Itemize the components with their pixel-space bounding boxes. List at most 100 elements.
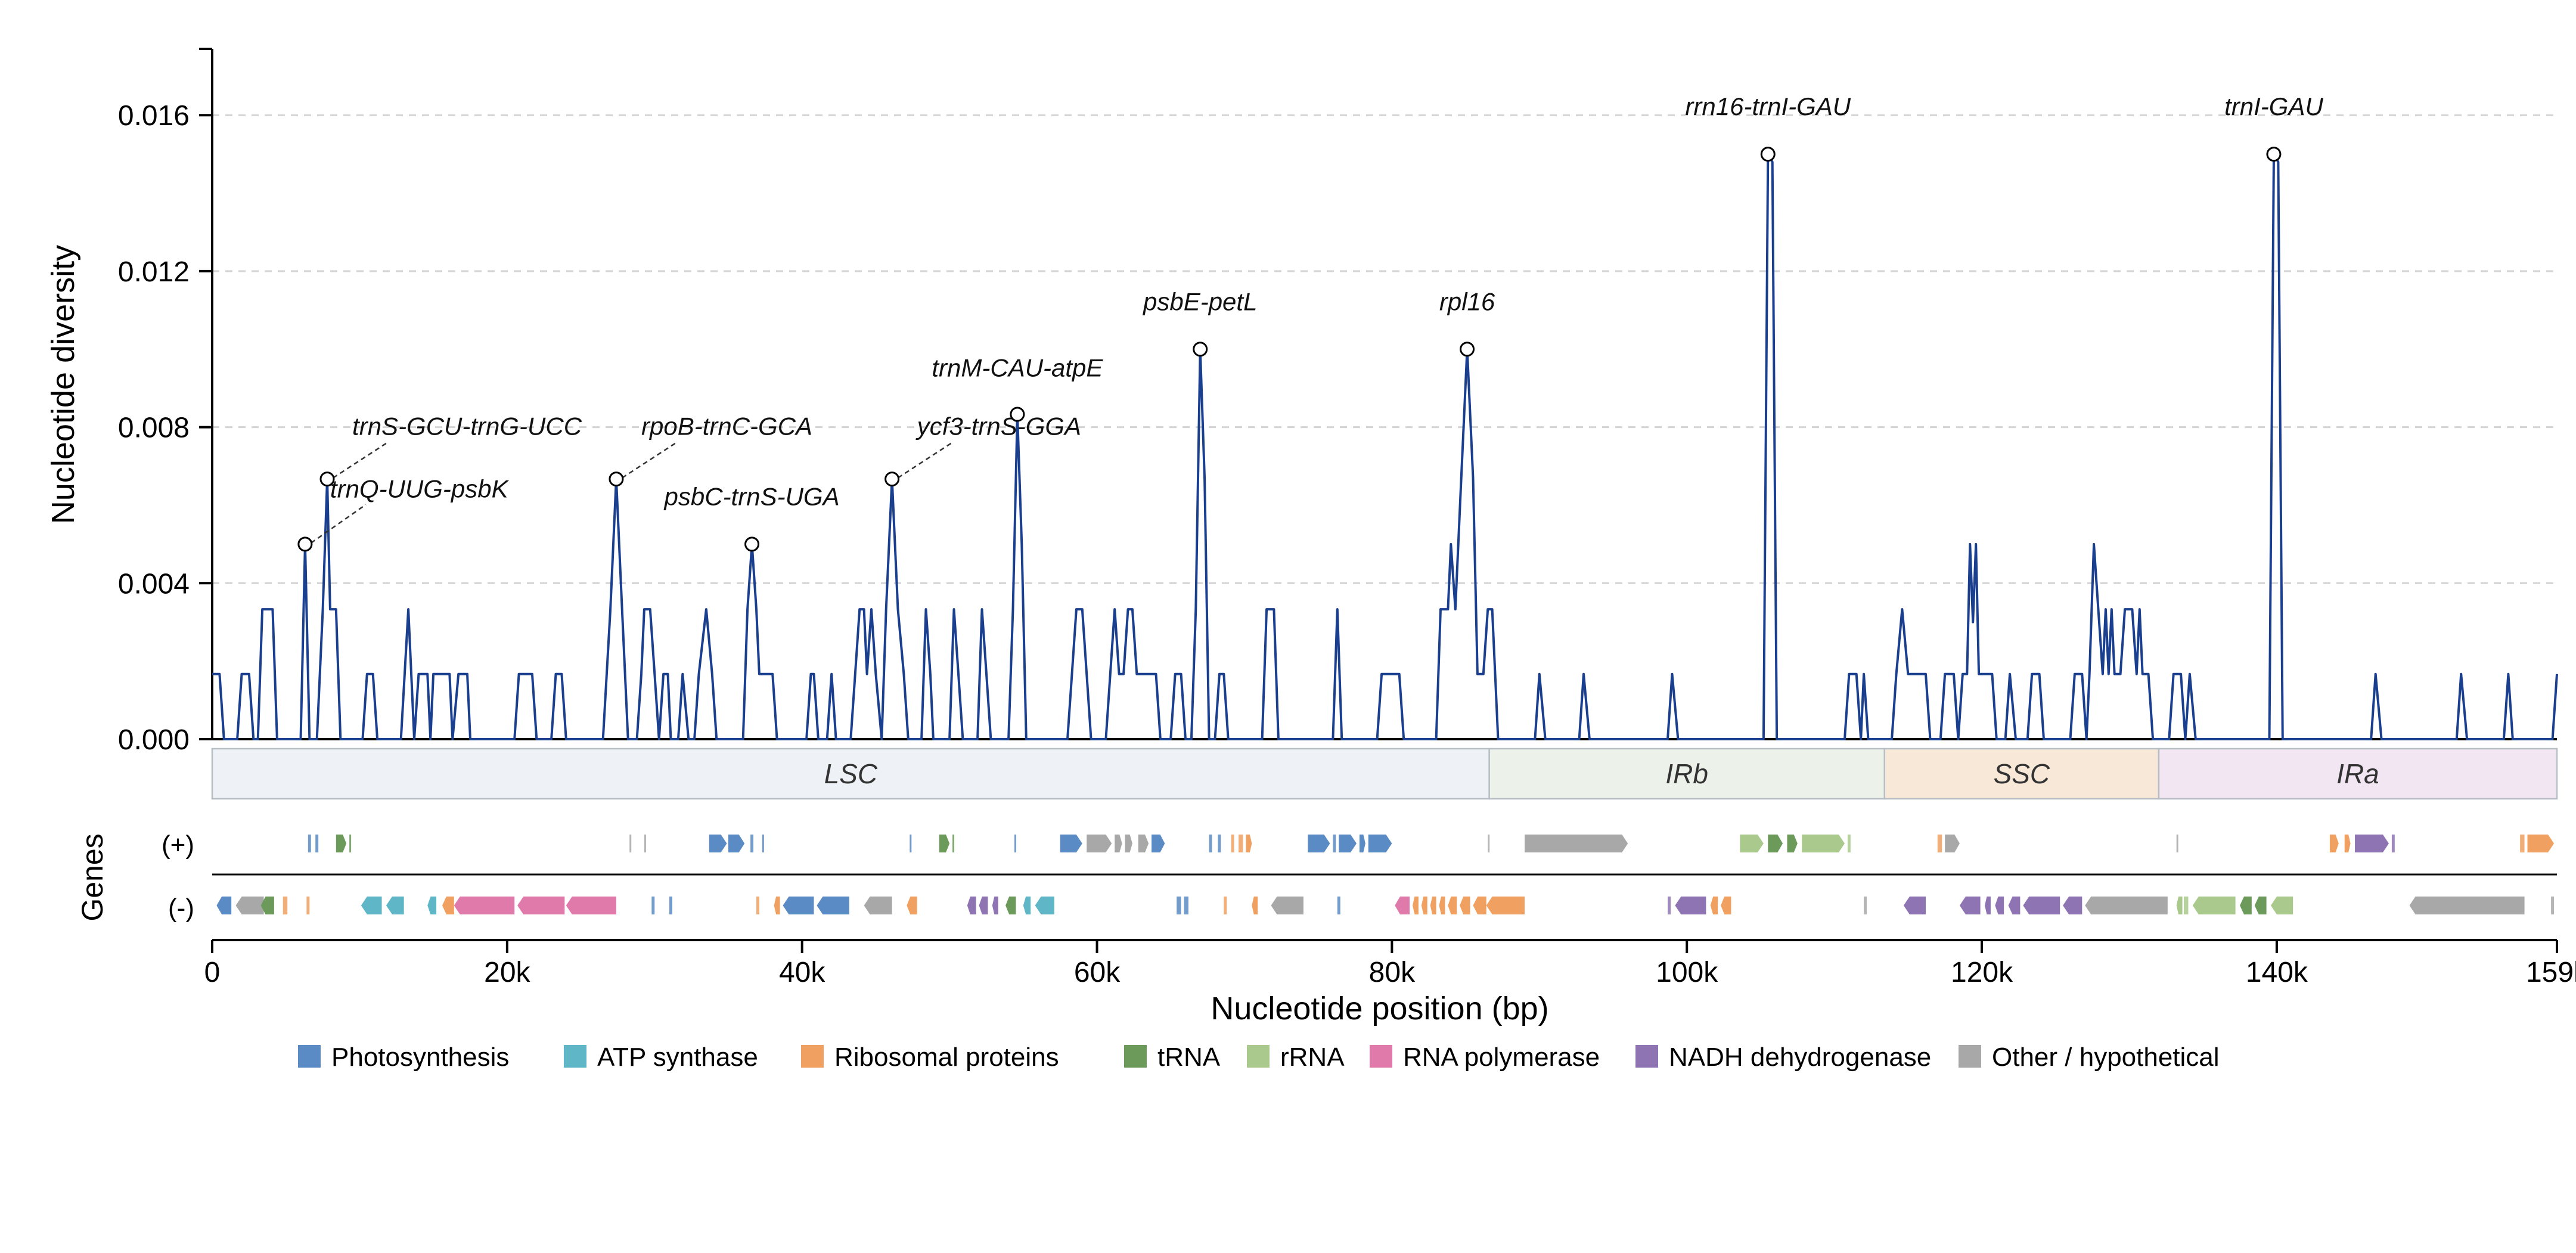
gene-arrow	[1252, 897, 1258, 914]
gene-block	[2184, 897, 2189, 914]
gene-arrow	[992, 897, 998, 914]
x-tick-label: 20k	[484, 957, 530, 988]
gene-block	[1231, 835, 1234, 852]
peak-marker	[744, 536, 760, 552]
gene-arrow	[216, 897, 232, 914]
gene-arrow	[2023, 897, 2060, 914]
genes-track-label: Genes	[76, 833, 109, 921]
gene-block	[1337, 897, 1340, 914]
gene-block	[2391, 835, 2395, 852]
gene-arrow	[1903, 897, 1926, 914]
gene-arrow	[1486, 897, 1525, 914]
gene-block	[1847, 835, 1851, 852]
peak-leader-line	[311, 504, 367, 544]
legend-label: NADH dehydrogenase	[1669, 1043, 1931, 1072]
gene-block	[1014, 835, 1016, 852]
gene-block	[1333, 835, 1336, 852]
gene-block	[306, 897, 310, 914]
legend-swatch	[1635, 1045, 1658, 1068]
gene-block	[283, 897, 288, 914]
peak-label: psbC-trnS-UGA	[663, 482, 840, 510]
x-tick-label: 0	[204, 957, 221, 988]
gene-arrow	[774, 897, 780, 914]
gridlines	[212, 114, 2557, 584]
region-label: IRa	[2336, 758, 2379, 789]
peak-annotations: trnQ-UUG-psbK trnS-GCU-trnG-UCC rpoB-trnC-…	[297, 92, 2323, 552]
gene-arrow	[386, 897, 404, 914]
x-tick-label: 40k	[779, 957, 825, 988]
gene-arrow	[1959, 897, 1981, 914]
genes-track	[216, 835, 2555, 914]
gene-block	[315, 835, 319, 852]
gene-block	[1864, 897, 1867, 914]
gene-arrow	[1787, 835, 1798, 852]
x-axis-label: Nucleotide position (bp)	[1211, 991, 1548, 1026]
gene-arrow	[427, 897, 437, 914]
legend-label: ATP synthase	[597, 1043, 758, 1072]
legend-label: tRNA	[1157, 1043, 1221, 1072]
peak-marker	[1760, 147, 1776, 162]
peak-label: rpl16	[1439, 287, 1495, 315]
gene-block	[2520, 835, 2525, 852]
gene-arrow	[2271, 897, 2293, 914]
gene-block	[2176, 835, 2178, 852]
gene-arrow	[1246, 835, 1252, 852]
gene-block	[1668, 897, 1671, 914]
gene-block	[1218, 835, 1221, 852]
diversity-line	[212, 153, 2558, 740]
gene-arrow	[1430, 897, 1436, 914]
gene-block	[644, 835, 646, 852]
gene-arrow	[1138, 835, 1149, 852]
peak-label: ycf3-trnS-GGA	[915, 413, 1081, 441]
gene-block	[750, 835, 754, 852]
peak-marker	[884, 472, 900, 487]
peak-label: trnI-GAU	[2224, 92, 2323, 120]
gene-arrow	[1525, 835, 1628, 852]
peak-marker	[1010, 407, 1025, 422]
gene-arrow	[1152, 835, 1165, 852]
gene-arrow	[1035, 897, 1054, 914]
gene-arrow	[817, 897, 849, 914]
plus-strand-label: (+)	[162, 830, 194, 860]
y-tick-label: 0.000	[118, 724, 190, 756]
gene-block	[669, 897, 672, 914]
gene-arrow	[1985, 897, 1991, 914]
gene-block	[1184, 897, 1188, 914]
gene-arrow	[1115, 835, 1122, 852]
region-label: SSC	[1994, 758, 2050, 789]
legend-label: Photosynthesis	[331, 1043, 509, 1072]
y-tick-label: 0.012	[118, 256, 190, 288]
gene-arrow	[1271, 897, 1303, 914]
region-band	[1488, 748, 1886, 800]
x-tick-label: 100k	[1656, 957, 1718, 988]
legend-label: RNA polymerase	[1403, 1043, 1600, 1072]
legend-swatch	[1959, 1045, 1981, 1068]
peak-marker	[2266, 147, 2282, 162]
legend-label: Ribosomal proteins	[834, 1043, 1059, 1072]
gene-block	[308, 835, 311, 852]
gene-arrow	[2240, 897, 2252, 914]
legend-swatch	[1370, 1045, 1392, 1068]
x-tick-label: 120k	[1951, 957, 2013, 988]
gene-arrow	[1439, 897, 1445, 914]
legend-swatch	[298, 1045, 321, 1068]
region-band	[2158, 748, 2558, 800]
region-band	[1883, 748, 2160, 800]
peak-leader-line	[622, 441, 678, 479]
gene-arrow	[260, 897, 274, 914]
legend-label: Other / hypothetical	[1992, 1043, 2220, 1072]
peak-marker	[1460, 342, 1475, 357]
legend-swatch	[564, 1045, 586, 1068]
gene-arrow	[1768, 835, 1783, 852]
peak-label: trnQ-UUG-psbK	[330, 474, 510, 503]
gene-arrow	[728, 835, 745, 852]
x-tick-label: 159k	[2526, 957, 2576, 988]
x-tick-label: 60k	[1074, 957, 1121, 988]
gene-block	[2551, 897, 2555, 914]
peak-leader-line	[897, 441, 954, 479]
legend-swatch	[801, 1045, 824, 1068]
gene-arrow	[864, 897, 892, 914]
peak-leader-line	[333, 441, 389, 479]
gene-arrow	[2344, 835, 2351, 852]
